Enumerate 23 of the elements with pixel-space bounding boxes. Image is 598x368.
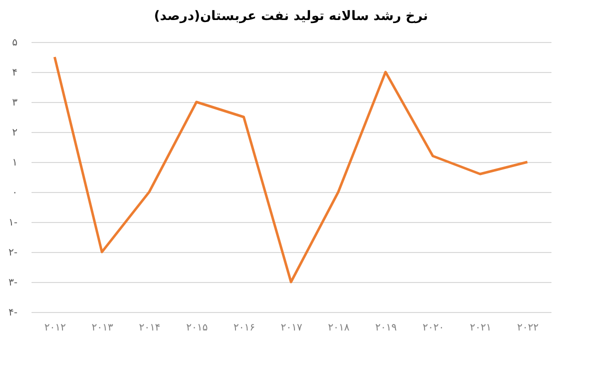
y-tick-label: ۰ [12,188,18,198]
y-tick-label: ۳ [12,98,18,108]
x-tick-label: ۲۰۱۴ [138,322,160,334]
y-tick-label: ۴ [12,68,18,78]
y-tick-label: ۲- [8,248,18,258]
x-tick-label: ۲۰۱۶ [233,322,255,334]
chart-title: نرخ رشد سالانه تولید نفت عربستان(درصد) [154,9,428,24]
y-tick-label: ۵ [12,38,18,48]
x-tick-label: ۲۰۱۵ [186,322,208,334]
y-tick-label: ۱ [12,158,18,168]
x-tick-label: ۲۰۲۲ [517,322,539,334]
x-tick-label: ۲۰۱۳ [92,322,114,334]
x-tick-label: ۲۰۲۰ [422,322,444,334]
x-tick-label: ۲۰۱۷ [280,322,303,334]
y-tick-label: ۱- [8,218,18,228]
line-series [53,56,529,284]
y-tick-label: ۲ [12,128,18,138]
x-tick-label: ۲۰۲۱ [470,322,492,334]
y-tick-label: ۳- [8,278,18,288]
x-tick-label: ۲۰۱۹ [375,322,397,334]
y-tick-label: ۴- [8,308,18,318]
x-tick-label: ۲۰۱۲ [44,322,66,334]
x-tick-label: ۲۰۱۸ [328,322,350,334]
